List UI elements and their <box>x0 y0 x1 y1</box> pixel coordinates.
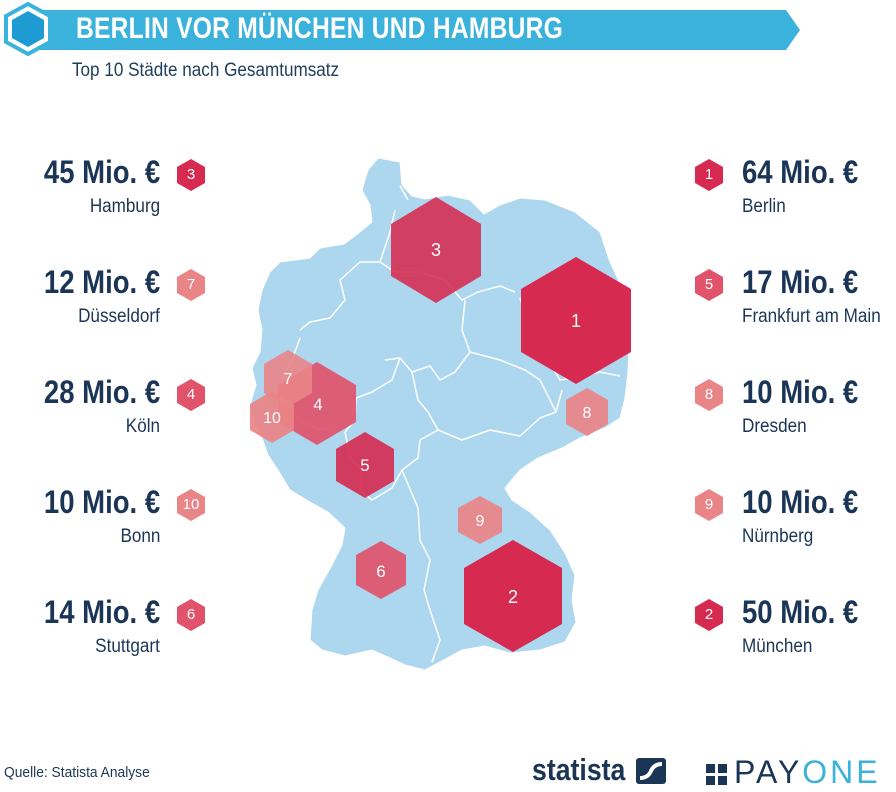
revenue-value: 45 Mio. € <box>43 154 160 190</box>
svg-text:5: 5 <box>360 456 369 475</box>
city-name: Bonn <box>120 526 160 547</box>
city-entry-dresden: 8 10 Mio. € Dresden <box>694 374 894 454</box>
svg-text:6: 6 <box>376 562 385 581</box>
map-marker-10: 10 <box>250 391 294 443</box>
rank-number: 4 <box>186 386 196 403</box>
rank-number: 6 <box>186 606 196 623</box>
payone-wordmark: PAYONE <box>734 754 881 791</box>
statista-wordmark: statista <box>532 752 626 787</box>
map-marker-7: 7 <box>264 350 312 407</box>
revenue-value: 28 Mio. € <box>43 374 160 410</box>
city-entry-hamburg: 45 Mio. € 3 Hamburg <box>0 154 230 234</box>
svg-text:2: 2 <box>508 587 518 607</box>
rank-hex-icon: 10 <box>176 488 206 522</box>
revenue-value: 50 Mio. € <box>742 594 859 630</box>
city-entry-koeln: 28 Mio. € 4 Köln <box>0 374 230 454</box>
rank-hex-icon: 1 <box>694 158 724 192</box>
revenue-value: 10 Mio. € <box>742 484 859 520</box>
revenue-value: 10 Mio. € <box>43 484 160 520</box>
map-marker-2: 2 <box>464 540 562 652</box>
rank-number: 3 <box>186 166 196 183</box>
svg-text:8: 8 <box>583 405 592 422</box>
map-marker-3: 3 <box>391 197 481 303</box>
revenue-value: 14 Mio. € <box>43 594 160 630</box>
city-entry-muenchen: 2 50 Mio. € München <box>694 594 894 674</box>
svg-text:10: 10 <box>263 410 281 427</box>
statista-mark-icon <box>636 758 666 784</box>
revenue-value: 10 Mio. € <box>742 374 859 410</box>
revenue-value: 17 Mio. € <box>742 264 859 300</box>
banner-shape <box>4 1 800 57</box>
city-name: Berlin <box>742 196 786 217</box>
page-subtitle: Top 10 Städte nach Gesamtumsatz <box>72 60 340 81</box>
rank-number: 2 <box>704 606 714 623</box>
rank-hex-icon: 2 <box>694 598 724 632</box>
page-title: BERLIN VOR MÜNCHEN UND HAMBURG <box>76 12 564 45</box>
source-note: Quelle: Statista Analyse <box>4 764 150 781</box>
city-name: Stuttgart <box>95 636 160 657</box>
rank-hex-icon: 7 <box>176 268 206 302</box>
svg-text:9: 9 <box>476 513 485 530</box>
city-entry-duesseldorf: 12 Mio. € 7 Düsseldorf <box>0 264 230 344</box>
city-entry-nuernberg: 9 10 Mio. € Nürnberg <box>694 484 894 564</box>
rank-hex-icon: 4 <box>176 378 206 412</box>
city-entry-berlin: 1 64 Mio. € Berlin <box>694 154 894 234</box>
map-marker-6: 6 <box>356 541 406 599</box>
map-marker-1: 1 <box>521 257 631 384</box>
map-marker-8: 8 <box>566 388 608 436</box>
payone-grid-icon <box>706 764 727 785</box>
map-marker-5: 5 <box>336 432 394 498</box>
rank-hex-icon: 9 <box>694 488 724 522</box>
revenue-value: 12 Mio. € <box>43 264 160 300</box>
city-entry-frankfurt: 5 17 Mio. € Frankfurt am Main <box>694 264 894 344</box>
rank-number: 9 <box>704 496 714 513</box>
rank-hex-icon: 8 <box>694 378 724 412</box>
rank-number: 1 <box>704 166 714 183</box>
svg-text:1: 1 <box>571 311 581 331</box>
city-name: Dresden <box>742 416 807 437</box>
payone-pay-text: PAY <box>734 754 803 790</box>
rank-number: 8 <box>704 386 714 403</box>
title-banner: BERLIN VOR MÜNCHEN UND HAMBURG <box>0 0 896 60</box>
svg-text:3: 3 <box>431 240 441 260</box>
rank-number: 5 <box>704 276 714 293</box>
svg-text:7: 7 <box>284 371 293 388</box>
rank-hex-icon: 6 <box>176 598 206 632</box>
rank-hex-icon: 5 <box>694 268 724 302</box>
city-name: Frankfurt am Main <box>742 306 881 327</box>
city-name: Köln <box>125 416 160 437</box>
rank-number: 7 <box>186 276 196 293</box>
city-entry-bonn: 10 Mio. € 10 Bonn <box>0 484 230 564</box>
rank-hex-icon: 3 <box>176 158 206 192</box>
city-name: Nürnberg <box>742 526 814 547</box>
city-entry-stuttgart: 14 Mio. € 6 Stuttgart <box>0 594 230 674</box>
city-name: Düsseldorf <box>78 306 160 327</box>
revenue-value: 64 Mio. € <box>742 154 859 190</box>
city-name: München <box>742 636 813 657</box>
svg-text:4: 4 <box>313 395 322 414</box>
city-name: Hamburg <box>89 196 160 217</box>
rank-number: 10 <box>182 496 200 513</box>
map-marker-9: 9 <box>458 496 502 544</box>
payone-one-text: ONE <box>802 754 881 790</box>
logo-hex-icon <box>12 11 44 47</box>
